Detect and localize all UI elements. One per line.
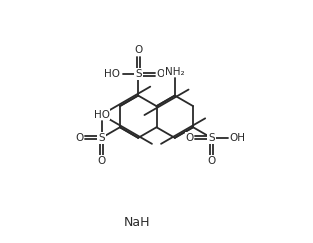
Text: O: O bbox=[97, 156, 106, 166]
Text: S: S bbox=[98, 133, 105, 143]
Text: O: O bbox=[207, 156, 216, 166]
Text: S: S bbox=[135, 69, 141, 79]
Text: HO: HO bbox=[104, 69, 120, 79]
Text: OH: OH bbox=[229, 133, 245, 143]
Text: NH₂: NH₂ bbox=[165, 67, 185, 77]
Text: O: O bbox=[185, 133, 193, 143]
Text: S: S bbox=[208, 133, 215, 143]
Text: NaH: NaH bbox=[124, 216, 151, 229]
Text: O: O bbox=[75, 133, 84, 143]
Text: O: O bbox=[134, 45, 142, 55]
Text: O: O bbox=[156, 69, 164, 79]
Text: HO: HO bbox=[94, 110, 110, 120]
